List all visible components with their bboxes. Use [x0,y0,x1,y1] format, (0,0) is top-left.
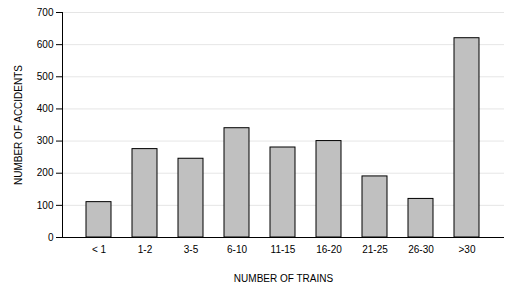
svg-text:3-5: 3-5 [184,244,199,255]
svg-text:26-30: 26-30 [408,244,434,255]
svg-text:600: 600 [37,39,54,50]
svg-text:21-25: 21-25 [362,244,388,255]
svg-text:1-2: 1-2 [138,244,153,255]
svg-text:200: 200 [37,167,54,178]
svg-text:700: 700 [37,7,54,18]
svg-text:< 1: < 1 [92,244,107,255]
svg-text:0: 0 [48,232,54,243]
svg-text:16-20: 16-20 [316,244,342,255]
svg-text:>30: >30 [459,244,476,255]
svg-text:NUMBER OF TRAINS: NUMBER OF TRAINS [234,273,334,284]
svg-text:NUMBER OF ACCIDENTS: NUMBER OF ACCIDENTS [13,65,24,185]
svg-text:100: 100 [37,200,54,211]
svg-text:11-15: 11-15 [271,244,296,255]
svg-text:6-10: 6-10 [227,244,247,255]
svg-text:300: 300 [37,135,54,146]
svg-text:400: 400 [37,103,54,114]
svg-text:500: 500 [37,71,54,82]
